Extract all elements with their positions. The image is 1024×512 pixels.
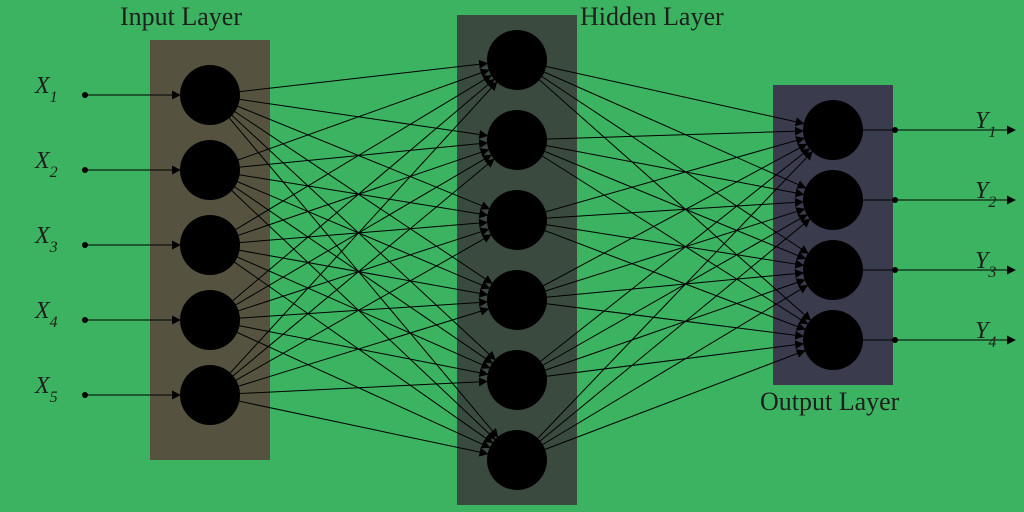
output-node xyxy=(803,310,863,370)
input-node xyxy=(180,215,240,275)
hidden-layer-label: Hidden Layer xyxy=(580,2,724,31)
hidden-node xyxy=(487,190,547,250)
output-terminal-dot xyxy=(892,127,898,133)
hidden-node xyxy=(487,270,547,330)
hidden-node xyxy=(487,430,547,490)
output-terminal-dot xyxy=(892,197,898,203)
output-layer-label: Output Layer xyxy=(760,387,900,416)
input-node xyxy=(180,140,240,200)
output-terminal-dot xyxy=(892,337,898,343)
hidden-node xyxy=(487,30,547,90)
input-node xyxy=(180,65,240,125)
neural-network-diagram: X1X2X3X4X5Y1Y2Y3Y4Input LayerHidden Laye… xyxy=(0,0,1024,512)
input-terminal-dot xyxy=(82,92,88,98)
input-terminal-dot xyxy=(82,167,88,173)
output-node xyxy=(803,170,863,230)
output-terminal-dot xyxy=(892,267,898,273)
input-terminal-dot xyxy=(82,317,88,323)
output-node xyxy=(803,240,863,300)
hidden-node xyxy=(487,110,547,170)
output-node xyxy=(803,100,863,160)
hidden-node xyxy=(487,350,547,410)
input-node xyxy=(180,290,240,350)
input-node xyxy=(180,365,240,425)
input-terminal-dot xyxy=(82,242,88,248)
input-terminal-dot xyxy=(82,392,88,398)
input-layer-label: Input Layer xyxy=(120,2,242,31)
